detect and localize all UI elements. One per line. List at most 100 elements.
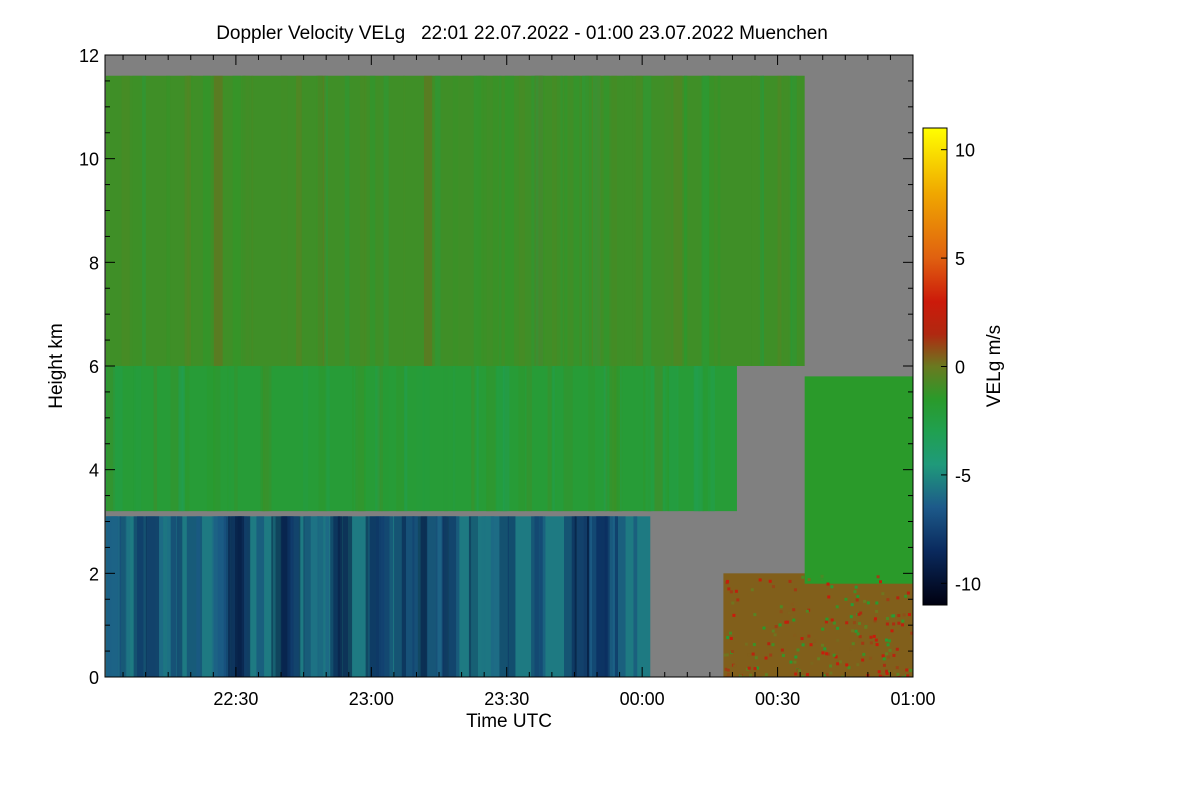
x-tick-label: 00:30: [755, 689, 800, 709]
velocity-streak: [416, 366, 425, 512]
velocity-streak: [142, 75, 146, 366]
rain-speckle: [906, 674, 910, 677]
rain-speckle: [911, 669, 913, 673]
velocity-streak: [615, 366, 620, 512]
downdraft-streak: [106, 516, 118, 677]
rain-speckle: [866, 601, 870, 605]
velocity-streak: [262, 366, 272, 512]
rain-speckle: [727, 587, 731, 591]
rain-speckle: [762, 675, 766, 677]
velocity-streak: [790, 75, 792, 366]
y-tick-label: 6: [89, 357, 99, 377]
rain-speckle: [817, 657, 821, 661]
velocity-streak: [751, 75, 758, 366]
rain-speckle: [882, 657, 886, 661]
velocity-streak: [592, 75, 601, 366]
velocity-streak: [684, 75, 687, 366]
velocity-streak: [478, 75, 487, 366]
rain-speckle: [726, 636, 730, 640]
rain-speckle: [794, 672, 798, 676]
velocity-streak: [476, 75, 484, 366]
velocity-streak: [564, 75, 568, 366]
velocity-streak: [547, 366, 552, 512]
downdraft-streak: [316, 516, 325, 677]
rain-speckle: [885, 622, 889, 626]
velocity-streak: [212, 75, 215, 366]
rain-speckle: [862, 652, 866, 656]
rain-speckle: [836, 626, 840, 630]
velocity-streak: [318, 366, 328, 512]
rain-speckle: [809, 643, 813, 647]
rain-speckle: [910, 631, 913, 635]
y-axis: 0 2 4 6 8 10 12: [79, 46, 913, 688]
rain-speckle: [753, 613, 757, 617]
velocity-streak: [166, 75, 171, 366]
rain-speckle: [901, 675, 905, 677]
velocity-streak: [609, 366, 616, 512]
velocity-streak: [383, 75, 389, 366]
velocity-streak: [518, 75, 525, 366]
rain-speckle: [857, 612, 861, 616]
rain-speckle: [736, 598, 740, 602]
rain-speckle: [902, 613, 906, 617]
downdraft-streak: [607, 516, 618, 677]
rain-speckle: [854, 629, 858, 633]
velocity-streak: [668, 366, 678, 512]
downdraft-streak: [499, 516, 509, 677]
rain-speckle: [830, 585, 834, 589]
x-tick-label: 00:00: [620, 689, 665, 709]
rain-speckle: [758, 578, 762, 582]
y-tick-label: 4: [89, 461, 99, 481]
rain-speckle: [774, 625, 778, 629]
rain-speckle: [892, 614, 896, 618]
velocity-streak: [589, 75, 598, 366]
rain-speckle: [888, 639, 892, 643]
velocity-streak: [777, 75, 782, 366]
rain-speckle: [872, 634, 876, 638]
rain-speckle: [856, 632, 860, 636]
rain-speckle: [897, 621, 901, 625]
rain-speckle: [897, 675, 901, 677]
velocity-streak: [535, 75, 544, 366]
rain-speckle: [834, 655, 838, 659]
rain-speckle: [729, 590, 733, 594]
downdraft-streak: [490, 516, 500, 677]
rain-speckle: [823, 647, 827, 651]
velocity-streak: [531, 75, 539, 366]
rain-speckle: [852, 621, 856, 625]
rain-speckle: [792, 618, 796, 622]
velocity-streak: [261, 366, 265, 512]
rain-speckle: [821, 651, 825, 655]
rain-speckle: [901, 619, 905, 623]
velocity-streak: [573, 75, 580, 366]
rain-speckle: [787, 611, 791, 615]
rain-speckle: [829, 664, 833, 668]
velocity-streak: [452, 366, 456, 512]
rain-speckle: [851, 629, 855, 633]
velocity-streak: [133, 366, 136, 512]
rain-speckle: [746, 667, 750, 671]
rain-speckle: [755, 666, 759, 670]
velocity-streak: [492, 75, 498, 366]
y-tick-label: 0: [89, 668, 99, 688]
velocity-streak: [435, 75, 441, 366]
velocity-streak: [251, 75, 254, 366]
rain-speckle: [767, 642, 771, 646]
x-tick-label: 22:30: [213, 689, 258, 709]
velocity-streak: [364, 75, 367, 366]
rain-speckle: [896, 596, 900, 600]
rain-speckle: [821, 627, 825, 631]
rain-speckle: [724, 667, 728, 671]
downdraft-streak: [176, 516, 183, 677]
velocity-streak: [178, 366, 185, 512]
velocity-streak: [647, 366, 652, 512]
rain-speckle: [794, 655, 798, 659]
velocity-streak: [369, 75, 376, 366]
velocity-streak: [227, 366, 229, 512]
rain-speckle: [830, 618, 834, 622]
downdraft-streak: [256, 516, 265, 677]
rain-speckle: [769, 653, 773, 657]
velocity-streak: [170, 366, 180, 512]
velocity-streak: [206, 366, 216, 512]
x-tick-label: 23:00: [349, 689, 394, 709]
